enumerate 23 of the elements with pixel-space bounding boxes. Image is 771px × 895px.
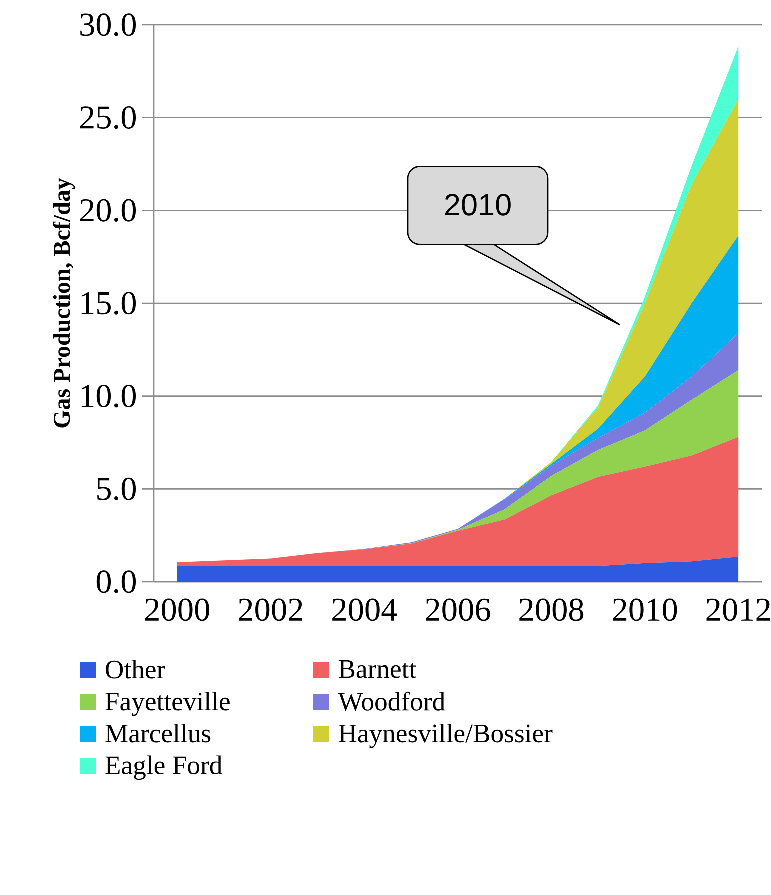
legend-label: Marcellus	[106, 724, 211, 743]
x-tick-label: 2006	[426, 598, 490, 622]
y-tick-label: 15.0	[82, 292, 136, 315]
x-tick-label: 2008	[520, 598, 584, 622]
y-tick-label: 20.0	[80, 199, 136, 222]
x-tick-label: 2010	[613, 598, 678, 622]
y-tick-label: 30.0	[80, 14, 136, 36]
x-tick-label: 2000	[146, 598, 210, 622]
legend-label: Barnett	[338, 660, 416, 678]
y-tick-label: 25.0	[80, 106, 136, 130]
x-tick-label: 2004	[332, 598, 398, 622]
legend-label: Other	[106, 660, 166, 679]
legend-label: Haynesville/Bossier	[338, 724, 553, 748]
y-tick-label: 0.0	[96, 570, 136, 594]
legend-label: Fayetteville	[106, 692, 230, 716]
legend-label: Eagle Ford	[106, 756, 222, 780]
x-tick-label: 2012	[706, 598, 770, 622]
legend-label: Woodford	[338, 692, 446, 712]
x-tick-label: 2002	[239, 598, 302, 622]
y-tick-label: 10.0	[82, 385, 136, 408]
y-tick-label: 5.0	[98, 478, 136, 500]
y-axis-title: Gas Production, Bcf/day	[53, 178, 76, 428]
annotation: 2010	[445, 194, 511, 216]
